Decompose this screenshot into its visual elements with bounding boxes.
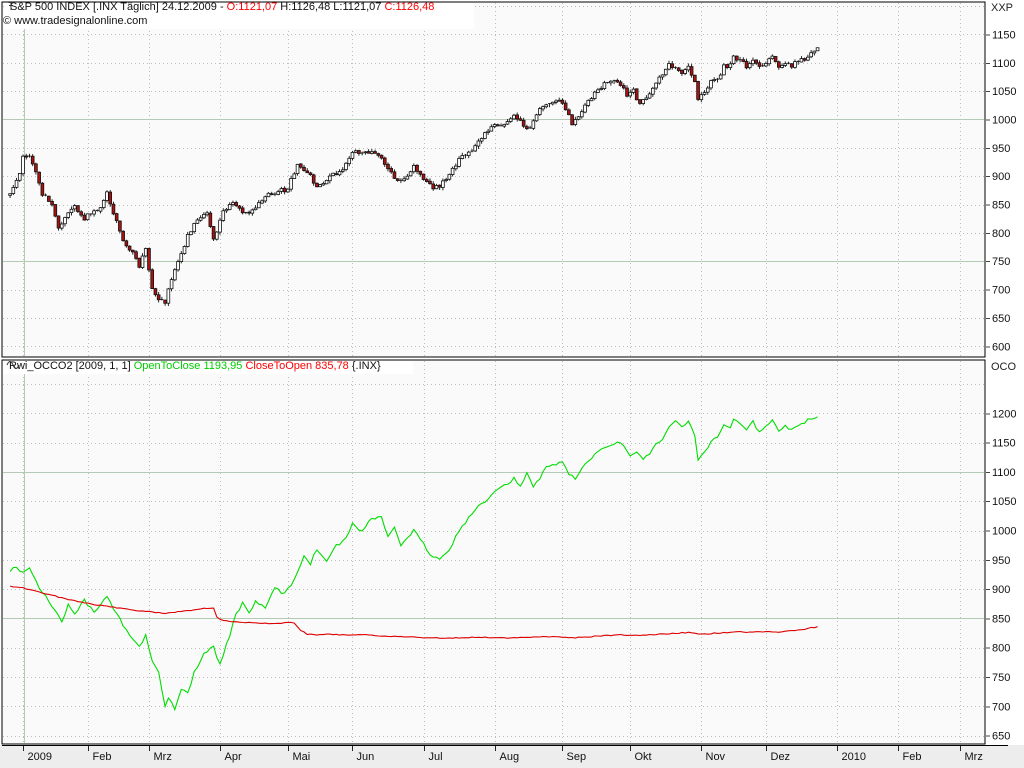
price-open-value: O:1121,07 [226, 1, 278, 13]
svg-text:Feb: Feb [903, 751, 922, 763]
svg-text:1100: 1100 [992, 467, 1016, 479]
series-CloseToOpen[interactable] [9, 585, 818, 639]
price-grid [3, 3, 984, 356]
time-axis-ticks: 2009 Feb Mrz Apr Mai Jun Jul Aug Sep Okt Nov Dez 201… [23, 746, 983, 763]
indicator-cto-value: CloseToOpen 835,78 [245, 360, 352, 372]
svg-text:700: 700 [992, 701, 1010, 713]
indicator-value-axis[interactable]: 1200 1150 1100 1050 1000 950 900 850 800 750 700 65… [986, 408, 1016, 743]
svg-text:1050: 1050 [992, 496, 1016, 508]
indicator-pane-title: Rwi_OCCO2 [2009, 1, 1] OpenToClose 1193,… [6, 360, 381, 373]
svg-text:Mai: Mai [293, 751, 311, 763]
copyright-line: © www.tradesignalonline.com [3, 15, 147, 28]
annotation-lines[interactable] [3, 3, 984, 743]
svg-text:950: 950 [992, 555, 1010, 567]
svg-text:Dez: Dez [771, 751, 791, 763]
svg-text:1000: 1000 [992, 114, 1016, 126]
price-pane-title-text: S&P 500 INDEX [.INX Täglich] 24.12.2009 … [10, 1, 227, 13]
svg-text:750: 750 [992, 672, 1010, 684]
svg-text:800: 800 [992, 228, 1010, 240]
indicator-lines-layer[interactable] [9, 416, 818, 712]
indicator-title-strip [3, 361, 413, 374]
indicator-pane-border [1, 359, 986, 745]
svg-text:Aug: Aug [500, 751, 520, 763]
svg-text:850: 850 [992, 613, 1010, 625]
price-pane-bg [2, 2, 985, 357]
price-pane-scale-label: XXP [991, 2, 1014, 14]
price-close-value: C:1126,48 [384, 1, 435, 13]
time-axis-strip[interactable] [0, 745, 1024, 768]
svg-text:2010: 2010 [842, 751, 866, 763]
candles-layer[interactable] [8, 47, 820, 307]
svg-text:950: 950 [992, 143, 1010, 155]
svg-text:1150: 1150 [992, 438, 1016, 450]
svg-text:Mrz: Mrz [154, 751, 172, 763]
price-value-axis[interactable]: 1150 1100 1050 1000 950 900 850 800 750 700 650 600 [986, 29, 1016, 353]
svg-text:700: 700 [992, 285, 1010, 297]
svg-text:650: 650 [992, 313, 1010, 325]
price-pane-border [1, 1, 986, 358]
svg-text:1150: 1150 [992, 29, 1016, 41]
svg-text:750: 750 [992, 256, 1010, 268]
svg-text:1100: 1100 [992, 58, 1016, 70]
copyright-text: © www.tradesignalonline.com [3, 15, 148, 27]
svg-text:800: 800 [992, 643, 1010, 655]
svg-text:Jun: Jun [357, 751, 375, 763]
svg-text:1200: 1200 [992, 408, 1016, 420]
svg-text:Sep: Sep [567, 751, 587, 763]
indicator-name: Rwi_OCCO2 [2009, 1, 1] [9, 360, 134, 372]
svg-text:900: 900 [992, 584, 1010, 596]
svg-text:2009: 2009 [28, 751, 52, 763]
svg-text:Feb: Feb [93, 751, 112, 763]
svg-text:850: 850 [992, 200, 1010, 212]
svg-text:Mrz: Mrz [965, 751, 983, 763]
indicator-pane-scale-label: OCO [991, 361, 1017, 373]
indicator-otc-value: OpenToClose 1193,95 [133, 360, 246, 372]
svg-text:Apr: Apr [225, 751, 242, 763]
indicator-pane-bg [2, 360, 985, 744]
svg-text:650: 650 [992, 731, 1010, 743]
series-OpenToClose[interactable] [9, 416, 818, 712]
price-highlow-value: H:1126,48 L:1121,07 [277, 1, 385, 13]
svg-text:900: 900 [992, 171, 1010, 183]
svg-text:Nov: Nov [706, 751, 726, 763]
svg-text:Jul: Jul [429, 751, 443, 763]
price-title-strip [4, 3, 474, 29]
svg-text:1050: 1050 [992, 86, 1016, 98]
svg-text:Okt: Okt [635, 751, 652, 763]
price-pane-title: S&P 500 INDEX [.INX Täglich] 24.12.2009 … [7, 1, 434, 14]
svg-text:600: 600 [992, 341, 1010, 353]
indicator-symbol-suffix: {.INX} [351, 360, 381, 372]
svg-text:1000: 1000 [992, 526, 1016, 538]
